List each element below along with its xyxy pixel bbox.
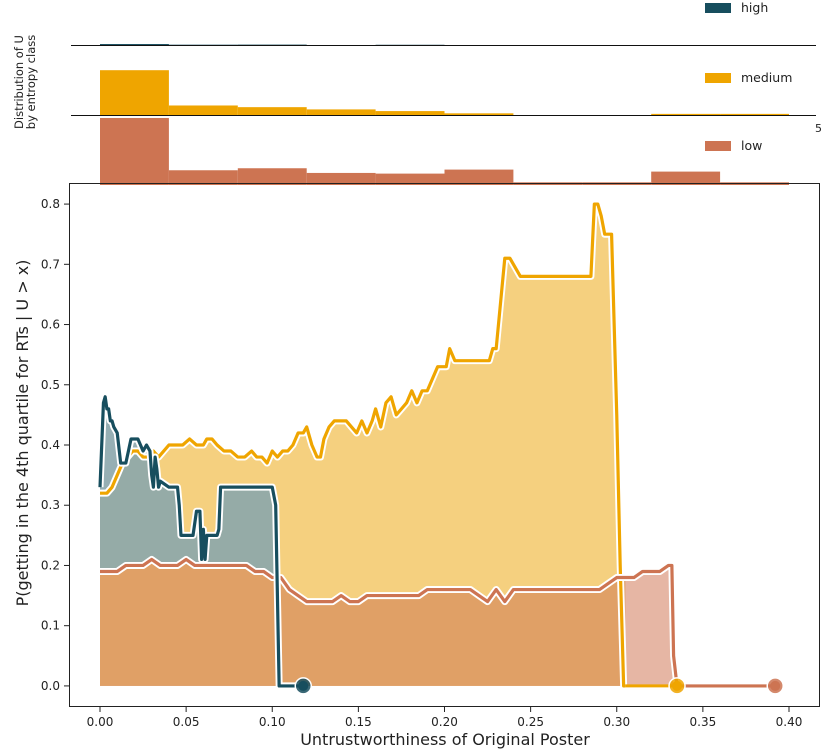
histogram-medium [100,70,789,115]
x-tick-label: 0.15 [345,715,372,729]
main-axes: 0.00 0.05 0.10 0.15 0.20 0.25 0.30 0.35 0.40 0.0 0… [41,183,820,729]
x-tick-label: 0.10 [259,715,286,729]
histogram-bar-low [375,173,445,185]
histogram-bar-medium [100,70,169,115]
y-tick-label: 0.5 [41,378,60,392]
series-line-medium [100,202,626,688]
histogram-bar-medium [375,111,445,115]
plot-frame [69,183,820,707]
x-tick-label: 0.05 [173,715,200,729]
histogram-bar-medium [168,105,238,115]
area-low-medium-overlap [100,559,626,686]
histogram-bar-low [237,168,307,185]
y-tick-label: 0.0 [41,679,60,693]
y-tick-label: 0.3 [41,498,60,512]
end-marker-core-low [770,680,781,691]
histogram-ylabel-line: Distribution of U [12,35,26,129]
y-tick-label: 0.4 [41,438,60,452]
histogram-ylabel-line: by entropy class [24,35,38,129]
y-tick-label: 0.8 [41,197,60,211]
x-tick-label: 0.25 [517,715,544,729]
histogram-bar-low [168,170,238,185]
histogram-bar-low [444,169,514,185]
legend-swatch-low [705,141,731,151]
x-tick-label: 0.30 [603,715,630,729]
histogram-high [100,44,445,45]
y-tick-label: 0.7 [41,257,60,271]
x-tick-label: 0.40 [776,715,803,729]
histogram-bar-low [306,172,376,185]
x-axis-label: Untrustworthiness of Original Poster [300,730,590,749]
histogram-bar-medium [237,107,307,115]
y-axis-label: P(getting in the 4th quartile for RTs | … [13,260,32,607]
series-line-low [100,557,776,688]
histogram-stray-tick-label: 5 [815,122,822,135]
x-tick-label: 0.00 [87,715,114,729]
main-plot-area [96,200,784,695]
legend: high medium low [705,0,792,153]
histogram-bar-medium [444,113,514,115]
histogram-bar-medium [651,113,721,115]
histogram-bar-high [100,44,169,45]
series-line-high [98,395,304,688]
y-tick-label: 0.2 [41,558,60,572]
histogram-bar-low [100,118,169,185]
histogram-bar-low [651,171,721,185]
legend-label-low: low [741,138,762,153]
marginal-histograms [71,44,816,185]
x-tick-label: 0.35 [690,715,717,729]
end-marker-core-medium [672,680,683,691]
histogram-low [100,118,789,185]
x-tick-label: 0.20 [431,715,458,729]
legend-swatch-high [705,3,731,13]
histogram-bar-medium [720,113,789,115]
histogram-ylabel: Distribution of Uby entropy class [12,35,38,129]
legend-swatch-medium [705,73,731,83]
end-marker-core-high [298,680,309,691]
legend-label-medium: medium [741,70,792,85]
y-tick-label: 0.6 [41,318,60,332]
y-tick-label: 0.1 [41,619,60,633]
histogram-ylabel-text: Distribution of Uby entropy class [12,35,38,129]
histogram-bar-medium [306,109,376,115]
legend-label-high: high [741,0,768,15]
